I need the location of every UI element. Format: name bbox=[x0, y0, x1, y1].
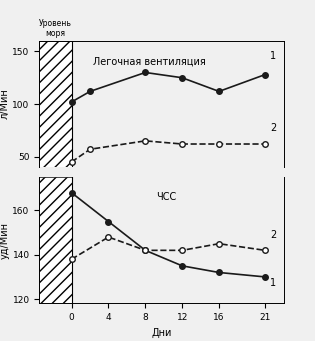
X-axis label: Дни: Дни bbox=[151, 328, 172, 338]
Text: 1: 1 bbox=[270, 51, 276, 61]
Text: 1: 1 bbox=[270, 278, 276, 288]
Text: Уровень
моря: Уровень моря bbox=[39, 19, 72, 39]
Text: ЧСС: ЧСС bbox=[156, 192, 176, 203]
Bar bbox=[39, 177, 72, 303]
Text: 2: 2 bbox=[270, 231, 276, 240]
Y-axis label: уд/Мин: уд/Мин bbox=[0, 222, 10, 259]
Text: 2: 2 bbox=[270, 123, 276, 133]
Y-axis label: л/Мин: л/Мин bbox=[0, 89, 10, 119]
Text: Легочная вентиляция: Легочная вентиляция bbox=[93, 56, 206, 66]
Bar bbox=[39, 41, 72, 167]
